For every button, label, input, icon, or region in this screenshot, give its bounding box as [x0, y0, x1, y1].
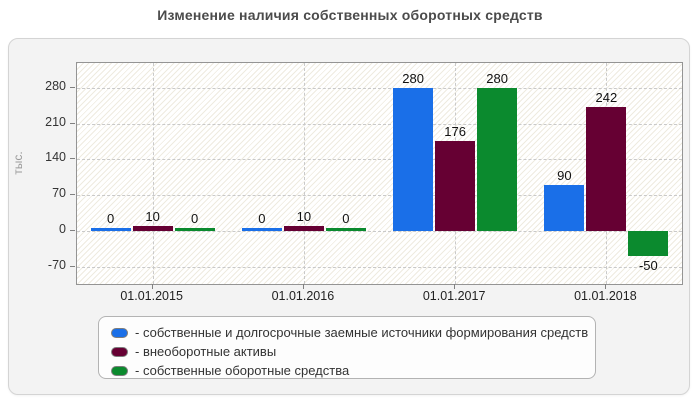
legend-marker-icon	[111, 327, 128, 338]
bar-2-01.01.2017	[435, 141, 476, 231]
bar-value-label: 176	[444, 124, 466, 140]
y-tick-mark	[70, 122, 75, 124]
y-tick-mark	[70, 265, 75, 267]
legend-item-label: - внеоборотные активы	[135, 344, 277, 359]
bar-2-01.01.2018	[586, 107, 627, 231]
bar-1-01.01.2015	[90, 228, 131, 231]
x-tick-label: 01.01.2015	[120, 289, 183, 303]
bar-value-label: 0	[258, 211, 266, 227]
bar-3-01.01.2017	[477, 88, 518, 231]
y-tick-label: 280	[45, 79, 66, 93]
gridline-h	[77, 195, 682, 197]
legend-item-label: - собственные оборотные средства	[135, 363, 350, 378]
gridline-v	[303, 63, 305, 284]
gridline-h	[77, 230, 682, 232]
legend: - собственные и долгосрочные заемные ист…	[98, 316, 596, 379]
plot-area: 0 0 280 90 10 10 176 242 0 0 280 -50	[76, 62, 683, 285]
bar-1-01.01.2017	[393, 88, 434, 231]
bar-value-label: 10	[296, 208, 312, 224]
bar-2-01.01.2016	[283, 225, 324, 231]
chart-title: Изменение наличия собственных оборотных …	[157, 7, 543, 23]
bar-value-label: 90	[557, 167, 572, 183]
y-tick-mark	[70, 229, 75, 231]
y-tick-label: 0	[59, 221, 66, 236]
bar-value-label: 10	[145, 208, 160, 224]
y-axis-title: тыс.	[11, 151, 25, 175]
y-tick-label: -70	[47, 257, 66, 272]
x-tick-mark	[605, 284, 607, 289]
y-tick-label: 210	[45, 114, 66, 129]
legend-item-label: - собственные и долгосрочные заемные ист…	[135, 325, 589, 340]
legend-item: - собственные и долгосрочные заемные ист…	[111, 323, 595, 342]
bar-value-label: 280	[486, 71, 508, 86]
x-tick-mark	[151, 284, 153, 289]
y-tick-mark	[70, 194, 75, 196]
bar-value-label: 242	[595, 90, 618, 106]
bar-3-01.01.2016	[325, 228, 366, 231]
legend-marker-icon	[111, 365, 128, 376]
bar-value-label: 0	[107, 211, 115, 227]
bar-1-01.01.2018	[544, 184, 585, 231]
bar-value-label: 0	[342, 211, 350, 227]
bar-value-label: 280	[402, 71, 424, 86]
bar-3-01.01.2015	[174, 228, 215, 231]
x-tick-label: 01.01.2017	[422, 289, 486, 303]
legend-item: - собственные оборотные средства	[111, 361, 595, 380]
legend-item: - внеоборотные активы	[111, 342, 595, 361]
bar-value-label: 0	[191, 211, 199, 227]
bar-2-01.01.2015	[132, 225, 173, 231]
x-tick-label: 01.01.2016	[271, 289, 335, 303]
bar-value-label: -50	[638, 258, 658, 274]
gridline-v	[152, 63, 154, 284]
gridline-h	[77, 88, 682, 89]
gridline-h	[77, 266, 682, 268]
y-tick-label: 70	[52, 186, 66, 201]
y-tick-mark	[70, 158, 75, 160]
legend-marker-icon	[111, 346, 128, 357]
gridline-h	[77, 159, 682, 161]
y-tick-mark	[70, 87, 75, 88]
x-tick-label: 01.01.2018	[574, 289, 637, 303]
bar-1-01.01.2016	[241, 228, 282, 231]
x-tick-mark	[302, 284, 304, 289]
gridline-h	[77, 123, 682, 125]
x-tick-mark	[454, 284, 456, 289]
bar-3-01.01.2018	[628, 230, 669, 257]
y-tick-label: 140	[45, 150, 66, 165]
